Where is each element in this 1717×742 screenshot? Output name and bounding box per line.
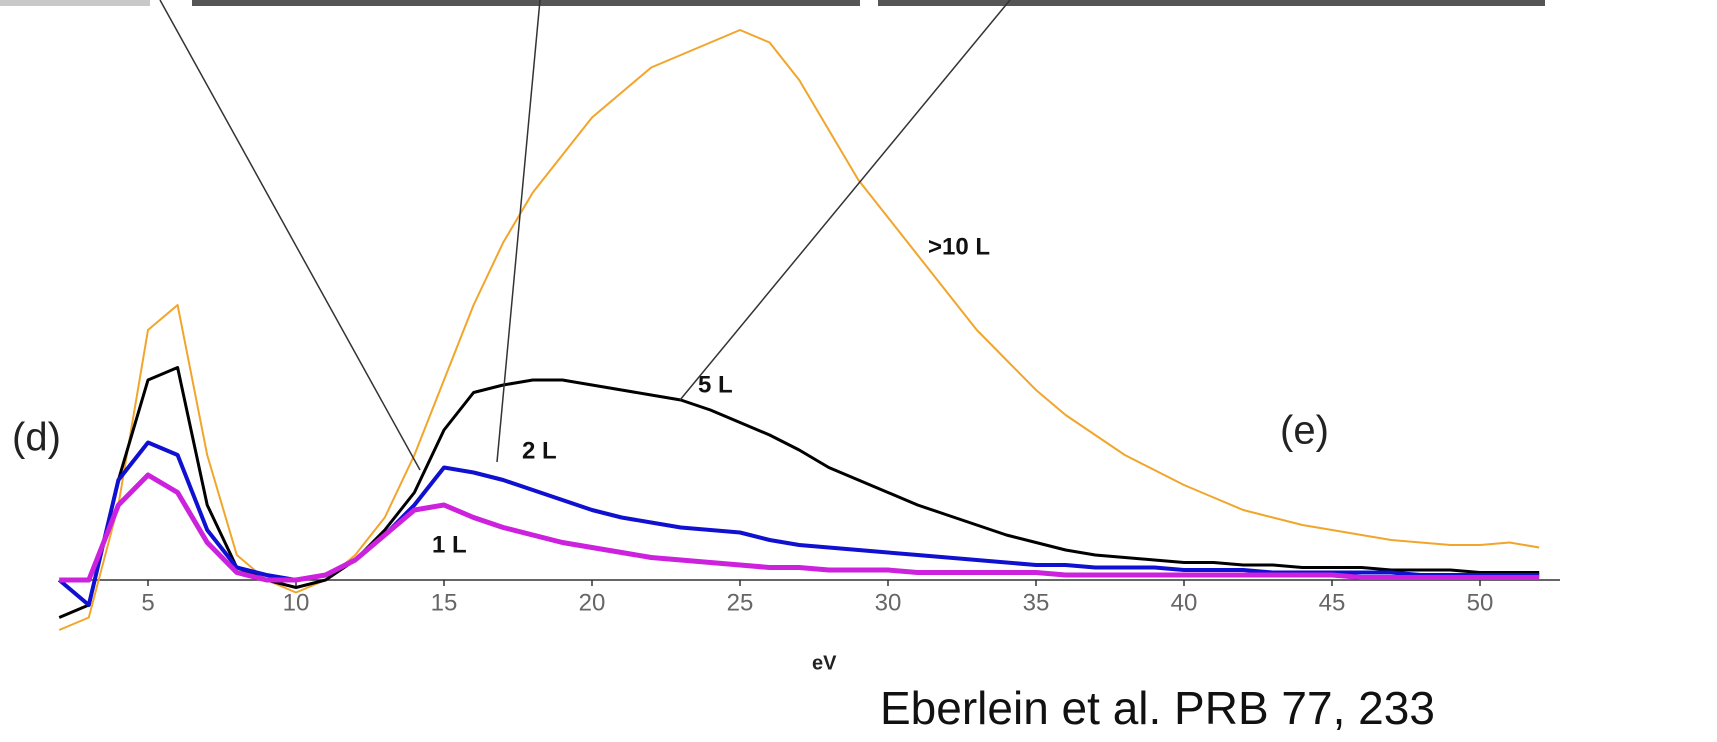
x-tick-label: 50 — [1467, 589, 1494, 616]
x-tick-label: 20 — [579, 589, 606, 616]
series-label: 5 L — [698, 371, 733, 398]
annotation: (e) — [1280, 409, 1329, 453]
cropped-image-strip — [192, 0, 860, 6]
x-tick-label: 40 — [1171, 589, 1198, 616]
series-label: 1 L — [432, 531, 467, 558]
pointer-line — [497, 0, 540, 462]
x-tick-label: 30 — [875, 589, 902, 616]
x-tick-label: 15 — [431, 589, 458, 616]
series-label: >10 L — [928, 233, 990, 260]
x-tick-label: 25 — [727, 589, 754, 616]
series-line — [59, 30, 1539, 630]
cropped-image-strip — [0, 0, 150, 6]
pointer-line — [160, 0, 420, 470]
page: {"chart_data": { "type": "line", "x_labe… — [0, 0, 1717, 742]
series-label: 2 L — [522, 437, 557, 464]
cropped-image-strip — [878, 0, 1545, 6]
chart: 5101520253035404550>10 L5 L2 L1 L (d) (e… — [0, 0, 1717, 742]
citation: Eberlein et al. PRB 77, 233 — [880, 682, 1435, 734]
x-axis-label: eV — [812, 652, 837, 674]
annotation: (d) — [12, 416, 61, 460]
x-tick-label: 35 — [1023, 589, 1050, 616]
pointer-line — [680, 0, 1010, 400]
x-tick-label: 45 — [1319, 589, 1346, 616]
x-tick-label: 5 — [141, 589, 154, 616]
